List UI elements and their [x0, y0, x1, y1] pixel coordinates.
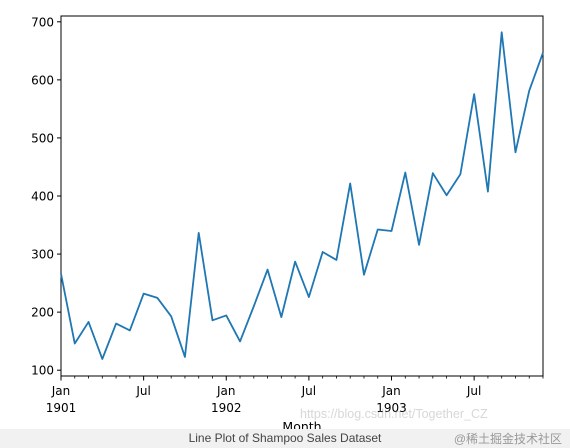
x-tick-label-18: Jul	[301, 384, 316, 398]
x-tick-year-12: 1902	[211, 401, 242, 415]
x-tick-label-6: Jul	[135, 384, 150, 398]
x-tick-label-12: Jan	[216, 384, 236, 398]
series-line-0	[60, 31, 544, 360]
watermark-site: @稀土掘金技术社区	[453, 432, 562, 446]
x-tick-label-24: Jan	[381, 384, 401, 398]
y-tick-label-200: 200	[31, 306, 54, 320]
y-tick-label-700: 700	[31, 15, 54, 29]
y-tick-label-100: 100	[31, 364, 54, 378]
x-tick-year-0: 1901	[46, 401, 77, 415]
x-tick-year-24: 1903	[376, 401, 407, 415]
y-tick-label-300: 300	[31, 248, 54, 262]
watermark-url: https://blog.csdn.net/Together_CZ	[300, 407, 488, 421]
y-tick-label-400: 400	[31, 190, 54, 204]
y-tick-label-500: 500	[31, 131, 54, 145]
plot-area	[60, 15, 544, 377]
x-tick-label-30: Jul	[466, 384, 481, 398]
x-axis: Jan 1901 Jul Jan 1902 Jul Jan 1903 Jul	[46, 376, 544, 415]
figure-caption: Line Plot of Shampoo Sales Dataset	[0, 429, 570, 448]
y-axis: 100 200 300 400 500 600 700	[31, 15, 61, 378]
y-tick-label-600: 600	[31, 73, 54, 87]
x-tick-label-0: Jan	[51, 384, 71, 398]
